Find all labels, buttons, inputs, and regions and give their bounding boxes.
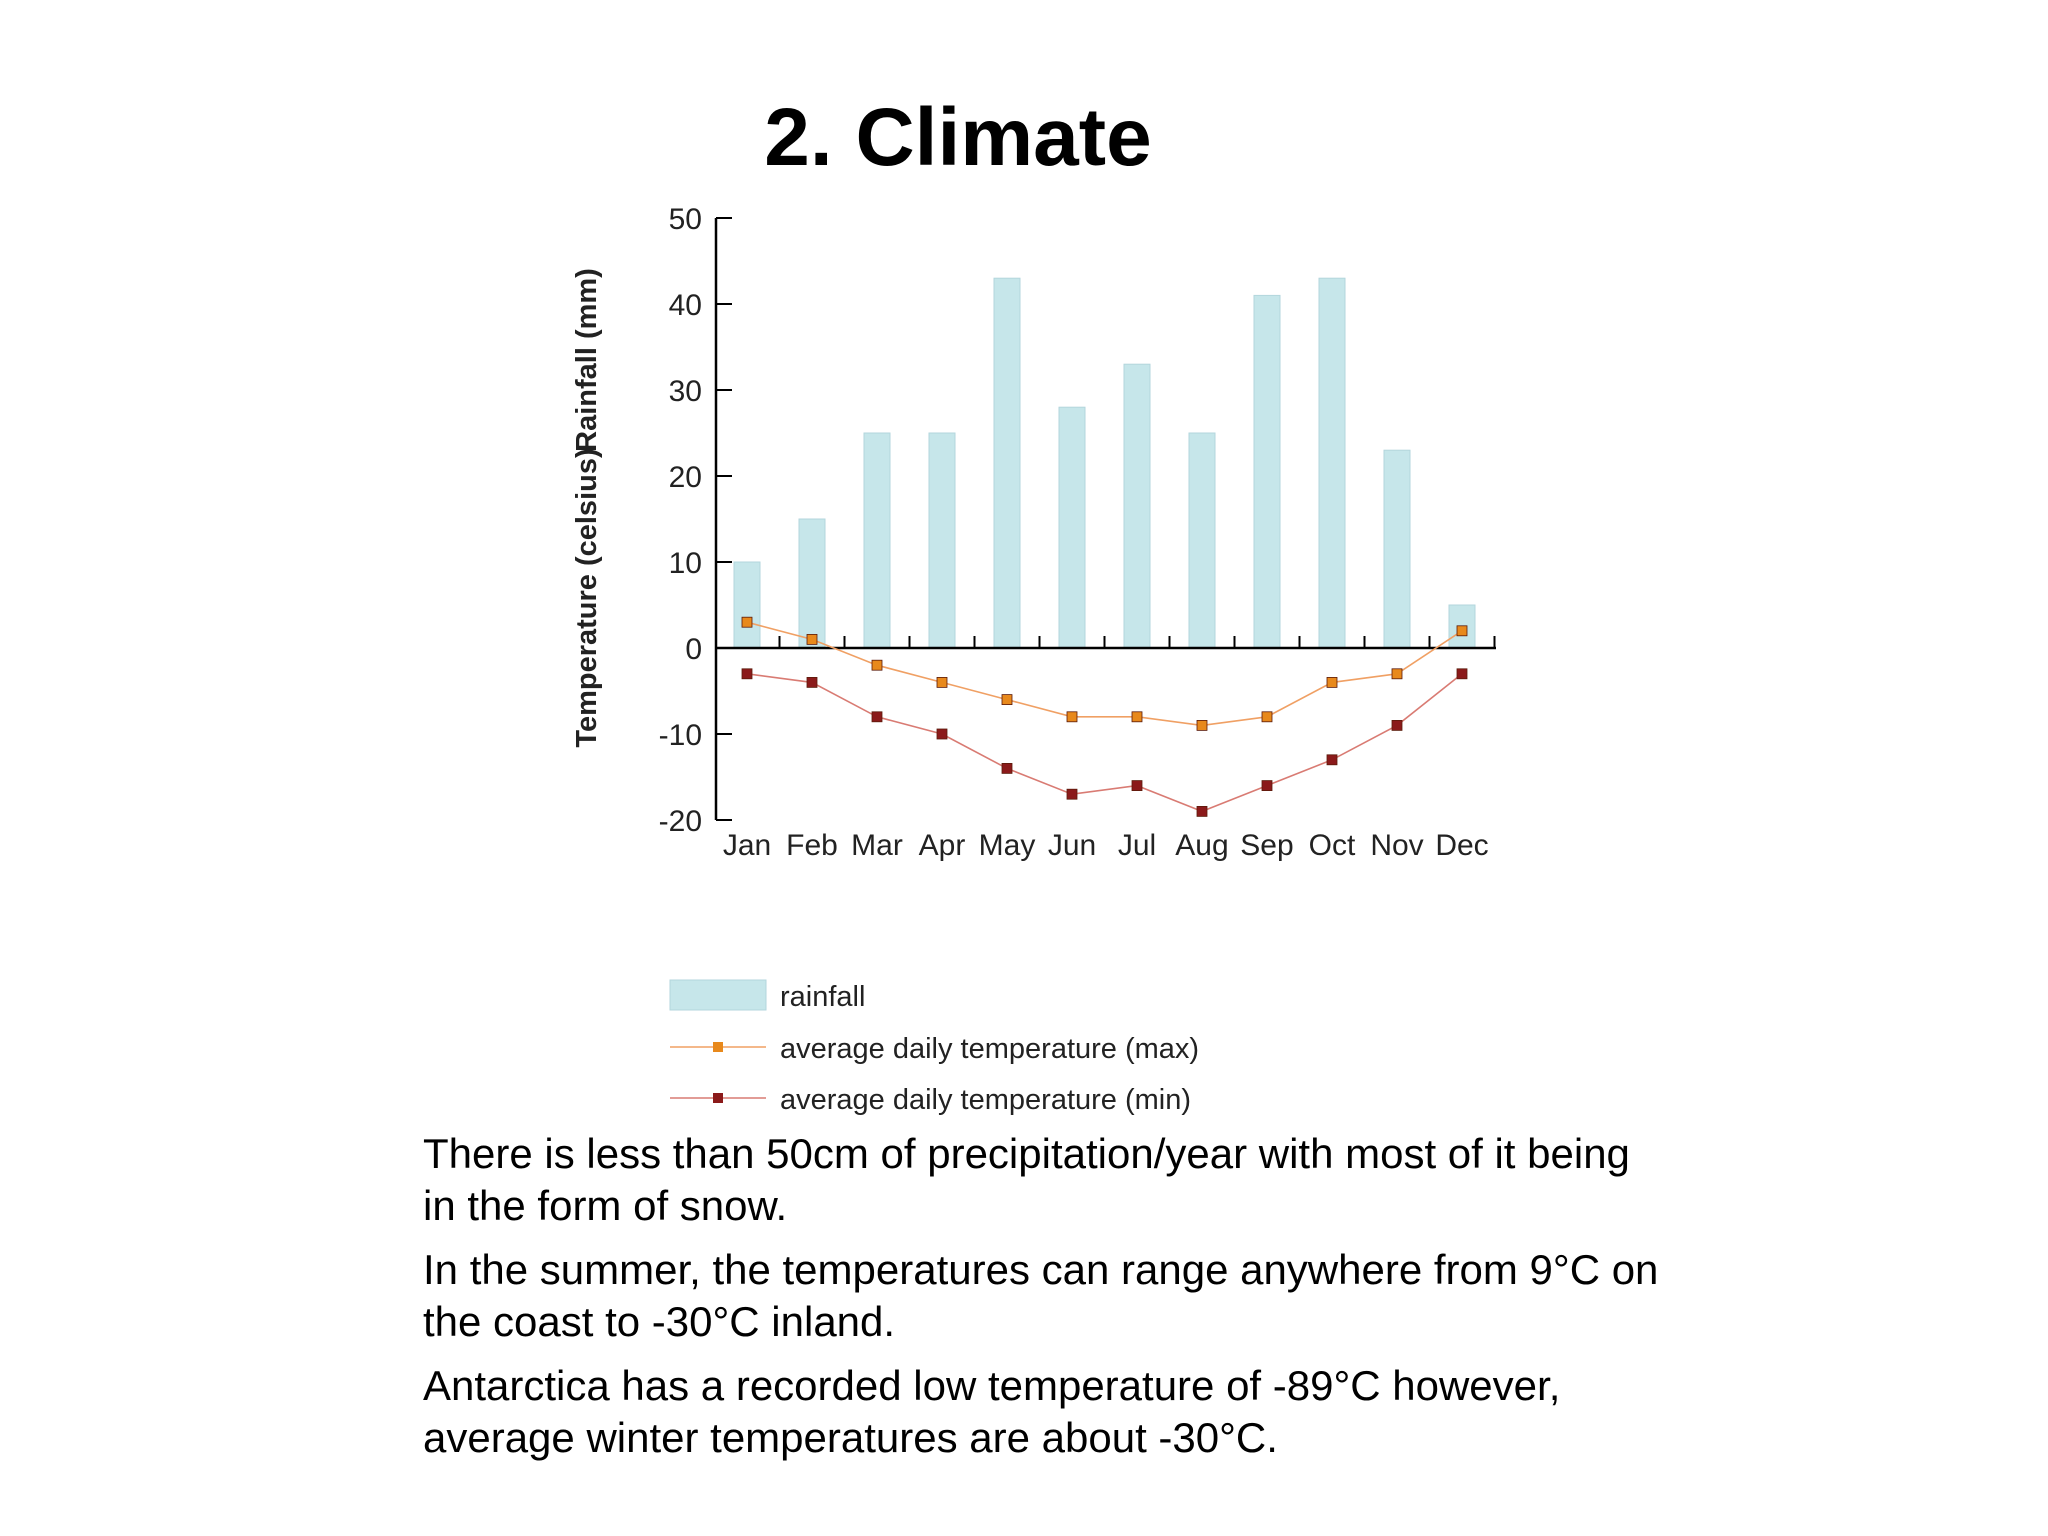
- temp-max-point-jul: [1131, 711, 1143, 723]
- y-axis-title-temperature: Temperature (celsius): [571, 448, 603, 747]
- temp-max-point-dec: [1456, 625, 1468, 637]
- x-tick-label-dec: Dec: [1435, 829, 1488, 862]
- temp-max-point-may: [1001, 694, 1013, 705]
- temp-min-point-aug: [1196, 806, 1208, 817]
- y-tick-label: 50: [669, 203, 702, 236]
- y-tick-label: 0: [685, 633, 702, 666]
- climate-chart: 50 40 30 20 10 0 -10 -20 Jan Feb Mar Apr May Jun Jul Au…: [571, 203, 1496, 1116]
- legend-marker-temp-min: [713, 1093, 723, 1103]
- rainfall-bar-nov: [1383, 449, 1411, 649]
- legend-label-temp-max: average daily temperature (max): [780, 1033, 1199, 1065]
- temp-max-point-apr: [936, 677, 948, 688]
- slide-title: 2. Climate: [764, 92, 1152, 183]
- rainfall-bar-jul: [1123, 363, 1151, 649]
- temp-max-point-jan: [741, 616, 753, 628]
- x-tick-label-jun: Jun: [1048, 829, 1096, 862]
- temp-min-line: [746, 673, 1463, 813]
- y-tick-label: 20: [669, 461, 702, 494]
- temp-max-point-nov: [1391, 668, 1403, 680]
- temp-min-point-dec: [1456, 668, 1468, 680]
- temp-max-point-mar: [871, 659, 883, 671]
- chart-labels: 50 40 30 20 10 0 -10 -20 Jan Feb Mar Apr May Jun Jul Au…: [571, 203, 1489, 862]
- y-tick-label: 10: [669, 547, 702, 580]
- rainfall-bar-may: [993, 277, 1021, 649]
- chart-legend: rainfall average daily temperature (max) a…: [669, 979, 1199, 1116]
- paragraph-record-low: Antarctica has a recorded low temperatur…: [423, 1362, 1561, 1461]
- y-axis-title-rainfall: Rainfall (mm): [571, 268, 603, 452]
- legend-marker-temp-max: [713, 1042, 723, 1052]
- x-tick-label-jul: Jul: [1118, 829, 1156, 862]
- temp-max-point-sep: [1261, 711, 1273, 723]
- x-tick-label-feb: Feb: [786, 829, 838, 862]
- y-tick-label: -10: [659, 719, 702, 752]
- rainfall-bar-jan: [733, 561, 761, 649]
- paragraph-precipitation: There is less than 50cm of precipitation…: [423, 1130, 1630, 1229]
- rainfall-bar-mar: [863, 432, 891, 649]
- legend-label-rainfall: rainfall: [780, 981, 865, 1013]
- temp-min-point-mar: [871, 711, 883, 723]
- temp-min-point-may: [1001, 763, 1013, 774]
- x-tick-label-apr: Apr: [919, 829, 966, 862]
- y-tick-label: -20: [659, 805, 702, 838]
- temp-max-point-aug: [1196, 720, 1208, 731]
- legend-label-temp-min: average daily temperature (min): [780, 1084, 1191, 1116]
- y-tick-label: 40: [669, 289, 702, 322]
- rainfall-bars: [733, 277, 1476, 649]
- x-tick-label-may: May: [979, 829, 1036, 862]
- rainfall-bar-aug: [1188, 432, 1216, 649]
- x-tick-label-sep: Sep: [1240, 829, 1293, 862]
- rainfall-bar-oct: [1318, 277, 1346, 649]
- rainfall-bar-apr: [928, 432, 956, 649]
- paragraph-summer-temperatures: In the summer, the temperatures can rang…: [423, 1246, 1659, 1345]
- legend-swatch-rainfall: [669, 979, 767, 1011]
- temp-min-point-jan: [741, 668, 753, 680]
- temp-min-point-sep: [1261, 780, 1273, 791]
- temp-min-point-nov: [1391, 720, 1403, 731]
- x-tick-label-jan: Jan: [723, 829, 771, 862]
- temp-min-point-oct: [1326, 754, 1338, 766]
- x-tick-label-aug: Aug: [1175, 829, 1228, 862]
- temperature-lines: [741, 616, 1468, 817]
- body-text: There is less than 50cm of precipitation…: [423, 1128, 1663, 1476]
- temp-min-point-jun: [1066, 788, 1078, 800]
- y-tick-label: 30: [669, 375, 702, 408]
- rainfall-bar-sep: [1253, 294, 1281, 649]
- temp-max-line: [746, 621, 1463, 727]
- rainfall-bar-jun: [1058, 406, 1086, 649]
- x-tick-label-oct: Oct: [1309, 829, 1356, 862]
- temp-min-point-jul: [1131, 780, 1143, 791]
- rainfall-bar-feb: [798, 518, 826, 649]
- chart-axes: [714, 217, 1496, 821]
- temp-max-point-feb: [806, 634, 818, 645]
- temp-min-point-feb: [806, 677, 818, 688]
- x-tick-label-mar: Mar: [851, 829, 903, 862]
- temp-max-point-oct: [1326, 677, 1338, 688]
- temp-min-point-apr: [936, 728, 948, 740]
- temp-max-point-jun: [1066, 711, 1078, 723]
- x-tick-label-nov: Nov: [1370, 829, 1423, 862]
